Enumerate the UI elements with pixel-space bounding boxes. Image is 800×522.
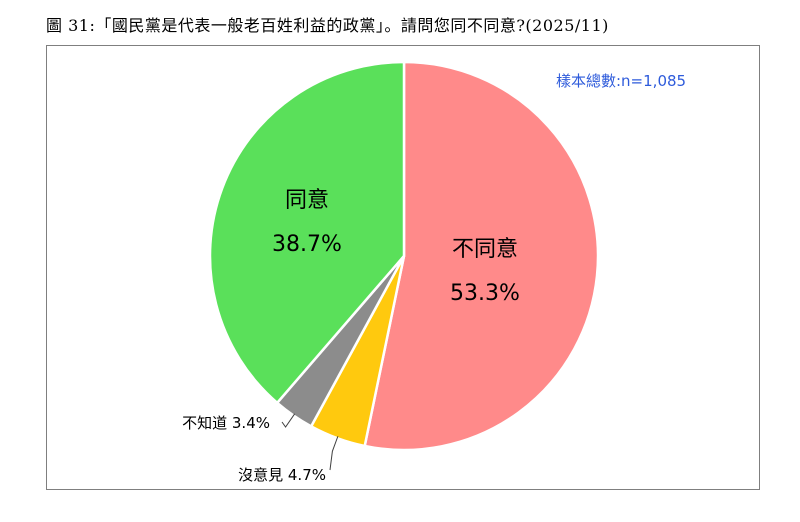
pie-slice-1 xyxy=(363,60,600,452)
slice-label-4: 同意 xyxy=(285,188,329,213)
leader-line-3 xyxy=(281,413,296,428)
slice-value-1: 53.3% xyxy=(450,281,520,306)
chart-frame xyxy=(46,45,760,490)
slice-label-1: 不同意 xyxy=(452,237,518,262)
figure-title: 圖 31:「國民黨是代表一般老百姓利益的政黨」。請問您同不同意?(2025/11… xyxy=(46,16,609,35)
sample-size-label: 樣本總數:n=1,085 xyxy=(556,72,687,90)
slice-label-2: 沒意見 4.7% xyxy=(238,466,326,484)
slice-value-4: 38.7% xyxy=(272,232,342,257)
slice-label-3: 不知道 3.4% xyxy=(182,414,270,432)
leader-line-2 xyxy=(329,436,339,471)
pie-slice-4 xyxy=(208,60,406,405)
